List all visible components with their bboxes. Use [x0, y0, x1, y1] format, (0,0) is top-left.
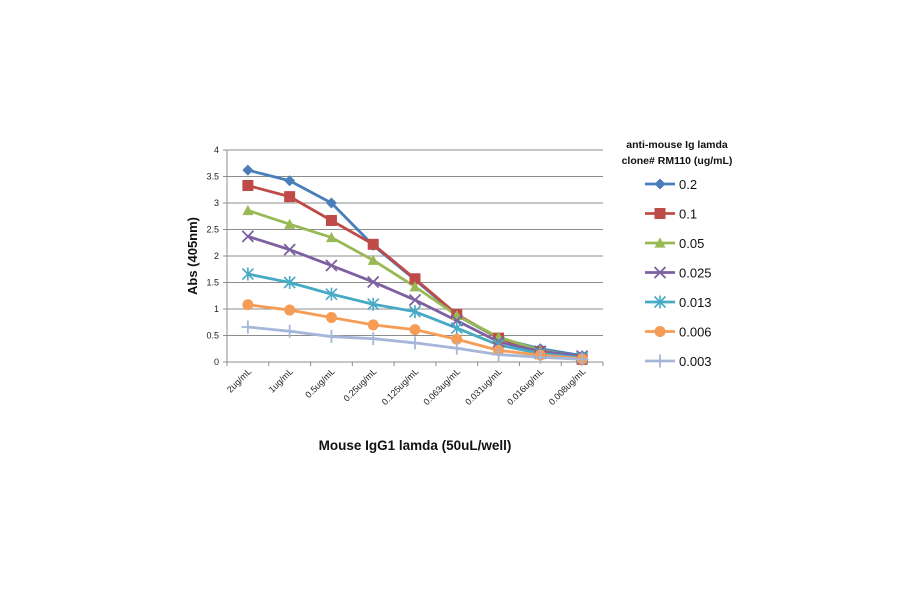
legend-title-line-2: clone# RM110 (ug/mL) — [622, 155, 733, 167]
data-point — [284, 304, 296, 316]
legend-marker — [653, 354, 667, 368]
legend-label: 0.025 — [679, 266, 712, 281]
y-tick-labels: 0 0.5 1 1.5 2 2.5 3 3.5 4 — [206, 145, 219, 367]
data-point — [367, 297, 380, 311]
legend-marker — [654, 326, 666, 337]
y-axis-title: Abs (405nm) — [185, 217, 200, 295]
y-tick-label: 1 — [214, 304, 219, 314]
data-point — [325, 197, 337, 209]
data-point — [408, 305, 422, 319]
legend-label: 0.1 — [679, 207, 697, 222]
data-point — [367, 254, 379, 265]
data-point — [324, 330, 338, 344]
legend-marker — [653, 266, 667, 279]
x-tick-label: 1ug/mL — [267, 366, 295, 394]
x-tick-label: 0.031ug/mL — [463, 366, 504, 407]
data-point — [409, 324, 421, 336]
y-tick-label: 2 — [214, 251, 219, 261]
legend-marker — [654, 178, 666, 190]
data-point — [284, 218, 296, 229]
y-tick-label: 3.5 — [206, 172, 219, 182]
data-point — [325, 231, 337, 243]
legend-marker — [653, 295, 667, 309]
data-points — [241, 164, 589, 366]
data-point — [367, 319, 379, 331]
data-point — [242, 204, 254, 216]
data-point — [241, 230, 255, 243]
legend-label: 0.05 — [679, 236, 704, 251]
x-tick-label: 2ug/mL — [225, 366, 253, 394]
data-point — [367, 238, 379, 250]
data-point — [367, 275, 380, 289]
legend-label: 0.013 — [679, 295, 712, 310]
data-point — [325, 259, 338, 272]
data-point — [241, 267, 254, 281]
data-point — [575, 352, 589, 366]
data-point — [284, 191, 296, 203]
data-point — [451, 333, 463, 345]
data-point — [283, 324, 297, 338]
legend-label: 0.003 — [679, 354, 712, 369]
y-tick-label: 2.5 — [206, 225, 219, 235]
data-point — [533, 350, 547, 364]
data-point — [325, 287, 338, 301]
x-tick-label: 0.25ug/mL — [341, 366, 378, 403]
legend-marker — [654, 208, 666, 219]
legend-title-line-1: anti-mouse Ig lamda — [626, 139, 728, 151]
legend: anti-mouse Ig lamda clone# RM110 (ug/mL)… — [622, 139, 733, 369]
data-point — [366, 332, 380, 346]
data-point — [409, 273, 421, 285]
y-tick-label: 1.5 — [206, 278, 219, 288]
x-tick-label: 0.063ug/mL — [422, 366, 463, 407]
data-point — [325, 311, 337, 323]
x-tick-label: 0.5ug/mL — [303, 366, 337, 400]
data-point — [450, 341, 464, 355]
data-point — [409, 281, 421, 292]
x-tick-labels: 2ug/mL 1ug/mL 0.5ug/mL 0.25ug/mL 0.125ug/mL 0… — [225, 366, 588, 407]
data-point — [492, 348, 506, 362]
data-point — [408, 336, 422, 350]
data-point — [241, 320, 255, 334]
data-point — [284, 175, 296, 187]
y-tick-label: 3 — [214, 198, 219, 208]
data-point — [242, 180, 254, 192]
legend-label: 0.2 — [679, 177, 697, 192]
legend-items: 0.2 0.1 0.05 0.025 0.013 0.006 0.003 — [645, 177, 712, 369]
y-tick-label: 0.5 — [206, 331, 219, 341]
data-point — [242, 164, 254, 176]
x-tick-label: 0.125ug/mL — [380, 366, 421, 407]
legend-label: 0.006 — [679, 325, 712, 340]
data-point — [283, 243, 296, 256]
data-point — [450, 321, 463, 335]
data-point — [242, 299, 254, 311]
legend-marker — [654, 237, 666, 248]
x-tick-label: 0.016ug/mL — [505, 366, 546, 407]
data-point — [283, 276, 296, 289]
data-point — [408, 293, 422, 307]
y-tick-label: 4 — [214, 145, 219, 155]
data-point — [325, 214, 337, 226]
x-axis-title: Mouse IgG1 lamda (50uL/well) — [319, 438, 512, 453]
y-tick-label: 0 — [214, 357, 219, 367]
x-tick-label: 0.008ug/mL — [547, 366, 588, 407]
